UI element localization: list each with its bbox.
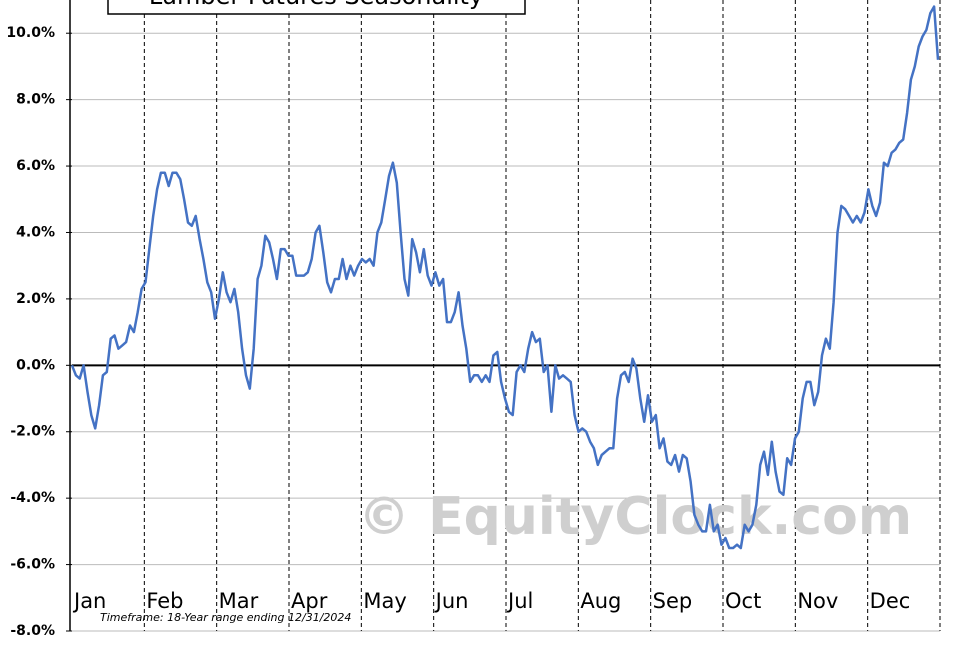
chart-title: Lumber Futures Seasonality [149,0,483,10]
x-tick-label: Feb [146,589,183,613]
y-tick-label: -4.0% [10,490,55,506]
y-tick-label: 8.0% [16,92,55,108]
footnote: Timeframe: 18-Year range ending 12/31/20… [100,611,351,624]
x-tick-label: Jan [72,589,106,613]
y-tick-label: 4.0% [16,224,55,240]
x-tick-label: Mar [219,589,259,613]
y-tick-label: 2.0% [16,291,55,307]
y-tick-label: -2.0% [10,424,55,440]
x-tick-label: May [363,589,406,613]
x-tick-label: Sep [653,589,693,613]
x-tick-label: Nov [797,589,838,613]
x-tick-label: Dec [870,589,911,613]
y-tick-label: -6.0% [10,557,55,573]
x-tick-label: Aug [580,589,621,613]
y-tick-label: 10.0% [6,25,55,41]
x-tick-label: Apr [291,589,328,613]
series-line [70,5,940,550]
x-tick-label: Oct [725,589,761,613]
x-tick-label: Jun [434,589,469,613]
y-tick-label: 0.0% [16,357,55,373]
watermark: © EquityClock.com [358,487,912,547]
x-tick-label: Jul [506,589,533,613]
title-box [107,0,526,15]
grid: -8.0% -6.0% -4.0% -2.0% 0.0% 2.0% 4.0% 6.0% 8.0%… [6,0,941,639]
y-tick-label: -8.0% [10,623,55,639]
y-tick-label: 6.0% [16,158,55,174]
plot [70,5,940,550]
